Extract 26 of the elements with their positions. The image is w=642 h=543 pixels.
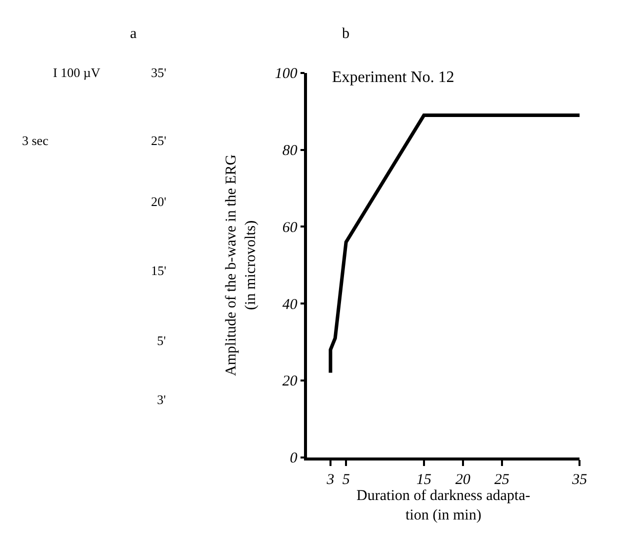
- text: 3': [157, 392, 166, 407]
- x-tick-label: 35: [571, 472, 588, 488]
- y-tick-label: 80: [282, 143, 298, 160]
- y-tick-label: 60: [282, 220, 298, 236]
- text: 35': [151, 65, 166, 80]
- x-tick-label: 25: [494, 472, 510, 488]
- x-tick-label: 20: [455, 472, 471, 488]
- y-axis-title: Amplitude of the b-wave in the ERG (in microvolts): [224, 154, 260, 376]
- text: a: [130, 26, 137, 42]
- x-tick-label: 15: [416, 472, 432, 488]
- y-tick-label: 0: [290, 450, 298, 467]
- text: I 100 µV: [53, 65, 101, 80]
- x-axis-title: Duration of darkness adapta- tion (in min): [356, 488, 530, 524]
- text: 15': [151, 263, 166, 278]
- y-tick-label: 40: [282, 296, 298, 313]
- y-tick-label: 20: [282, 374, 298, 390]
- x-tick-label: 3: [326, 472, 334, 488]
- chart-title: b: [342, 26, 350, 42]
- text: 5': [157, 333, 166, 348]
- text: 25': [151, 133, 166, 148]
- chart-subtitle: Experiment No. 12: [332, 69, 454, 86]
- y-tick-label: 100: [274, 66, 298, 82]
- text: 3 sec: [22, 133, 49, 148]
- line-series: [328, 114, 580, 375]
- x-tick-label: 5: [342, 472, 350, 488]
- text: 20': [151, 194, 166, 209]
